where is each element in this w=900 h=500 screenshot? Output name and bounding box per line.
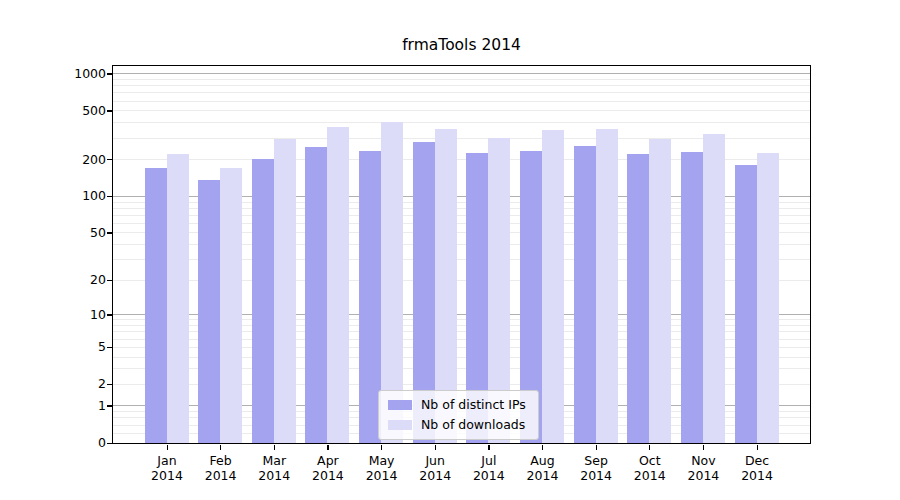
- y-tick-label: 1000: [30, 66, 106, 82]
- x-tick-month: Dec: [725, 453, 789, 468]
- y-tick-mark: [107, 314, 112, 315]
- y-tick-mark: [107, 110, 112, 111]
- bar-ips-oct: [627, 154, 649, 442]
- bar-downloads-aug: [542, 130, 564, 442]
- bar-downloads-jan: [167, 154, 189, 442]
- y-tick-mark: [107, 159, 112, 160]
- x-tick-mark: [649, 445, 650, 450]
- minor-gridline: [113, 79, 810, 80]
- y-tick-mark: [107, 384, 112, 385]
- y-tick-mark: [107, 73, 112, 74]
- x-tick-mark: [703, 445, 704, 450]
- y-tick-label: 50: [30, 225, 106, 241]
- legend-row: Nb of downloads: [388, 417, 526, 432]
- legend-label: Nb of downloads: [421, 417, 525, 432]
- x-tick-year: 2014: [725, 468, 789, 483]
- bar-downloads-nov: [703, 134, 725, 442]
- x-tick-mark: [220, 445, 221, 450]
- bar-downloads-oct: [649, 139, 671, 442]
- plot-area: [112, 65, 811, 444]
- x-tick-mark: [757, 445, 758, 450]
- x-tick-mark: [381, 445, 382, 450]
- bar-ips-mar: [252, 159, 274, 442]
- bar-ips-dec: [735, 165, 757, 443]
- minor-gridline: [113, 92, 810, 93]
- minor-gridline: [113, 85, 810, 86]
- bar-ips-sep: [574, 146, 596, 442]
- y-tick-label: 1: [30, 398, 106, 414]
- x-tick-label-dec: Dec2014: [725, 453, 789, 483]
- y-tick-label: 10: [30, 307, 106, 323]
- chart-canvas: frmaTools 2014 Nb of distinct IPsNb of d…: [0, 0, 900, 500]
- legend-swatch: [388, 400, 412, 410]
- bar-downloads-sep: [596, 129, 618, 443]
- x-tick-mark: [488, 445, 489, 450]
- x-tick-mark: [542, 445, 543, 450]
- minor-gridline: [113, 110, 810, 111]
- y-tick-label: 5: [30, 339, 106, 355]
- x-tick-mark: [167, 445, 168, 450]
- y-tick-label: 100: [30, 188, 106, 204]
- bar-ips-nov: [681, 152, 703, 443]
- chart-title: frmaTools 2014: [113, 36, 810, 54]
- minor-gridline: [113, 101, 810, 102]
- y-tick-mark: [107, 405, 112, 406]
- y-tick-label: 20: [30, 272, 106, 288]
- x-tick-mark: [435, 445, 436, 450]
- y-tick-label: 200: [30, 152, 106, 168]
- bar-ips-feb: [198, 180, 220, 442]
- bar-downloads-mar: [274, 139, 296, 443]
- legend: Nb of distinct IPs Nb of downloads: [378, 390, 539, 440]
- y-tick-mark: [107, 347, 112, 348]
- y-tick-label: 2: [30, 376, 106, 392]
- y-tick-mark: [107, 443, 112, 444]
- bar-ips-jan: [145, 168, 167, 443]
- y-tick-label: 0: [30, 435, 106, 451]
- bar-downloads-apr: [327, 127, 349, 442]
- legend-row: Nb of distinct IPs: [388, 397, 526, 412]
- x-tick-mark: [274, 445, 275, 450]
- y-tick-mark: [107, 280, 112, 281]
- bar-downloads-feb: [220, 168, 242, 443]
- minor-gridline: [113, 122, 810, 123]
- y-tick-mark: [107, 232, 112, 233]
- x-tick-mark: [596, 445, 597, 450]
- major-gridline: [113, 73, 810, 74]
- y-tick-label: 500: [30, 103, 106, 119]
- legend-swatch: [388, 420, 412, 430]
- bar-downloads-dec: [757, 153, 779, 443]
- legend-label: Nb of distinct IPs: [421, 397, 526, 412]
- y-tick-mark: [107, 196, 112, 197]
- x-tick-mark: [327, 445, 328, 450]
- bar-ips-apr: [305, 147, 327, 442]
